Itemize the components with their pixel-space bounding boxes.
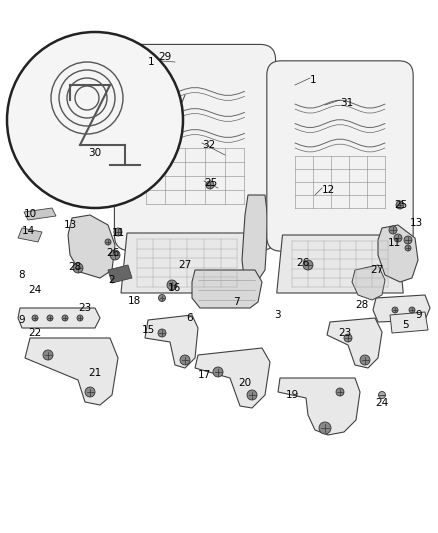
- Text: 28: 28: [68, 262, 81, 272]
- Circle shape: [344, 334, 352, 342]
- Text: 12: 12: [322, 185, 335, 195]
- Circle shape: [32, 315, 38, 321]
- Circle shape: [213, 367, 223, 377]
- Circle shape: [159, 295, 166, 302]
- Text: 15: 15: [142, 325, 155, 335]
- Text: 31: 31: [340, 98, 353, 108]
- Circle shape: [360, 355, 370, 365]
- Text: 25: 25: [204, 178, 217, 188]
- Circle shape: [319, 422, 331, 434]
- Circle shape: [180, 355, 190, 365]
- Text: 2: 2: [108, 275, 115, 285]
- Circle shape: [110, 250, 120, 260]
- Polygon shape: [18, 228, 42, 242]
- Circle shape: [47, 315, 53, 321]
- Text: 32: 32: [202, 140, 215, 150]
- Text: 9: 9: [18, 315, 25, 325]
- Circle shape: [405, 245, 411, 251]
- Circle shape: [167, 280, 177, 290]
- Circle shape: [409, 307, 415, 313]
- Text: 18: 18: [128, 296, 141, 306]
- Polygon shape: [24, 208, 56, 220]
- Text: 1: 1: [148, 57, 155, 67]
- Circle shape: [77, 315, 83, 321]
- Text: 6: 6: [186, 313, 193, 323]
- Circle shape: [73, 263, 83, 273]
- Text: 29: 29: [158, 52, 171, 62]
- Circle shape: [389, 226, 397, 234]
- Circle shape: [114, 162, 126, 174]
- Text: 5: 5: [402, 320, 409, 330]
- Text: 11: 11: [388, 238, 401, 248]
- Polygon shape: [108, 265, 132, 283]
- Circle shape: [303, 260, 313, 270]
- Text: 21: 21: [88, 368, 101, 378]
- Text: 23: 23: [78, 303, 91, 313]
- Polygon shape: [18, 308, 100, 328]
- Text: 13: 13: [410, 218, 423, 228]
- Text: 9: 9: [415, 310, 422, 320]
- Text: 24: 24: [375, 398, 388, 408]
- Circle shape: [43, 350, 53, 360]
- Circle shape: [105, 239, 111, 245]
- Polygon shape: [195, 348, 270, 408]
- Text: 11: 11: [112, 228, 125, 238]
- Circle shape: [396, 201, 404, 209]
- Text: 8: 8: [18, 270, 25, 280]
- Circle shape: [62, 315, 68, 321]
- Text: 7: 7: [233, 297, 240, 307]
- Polygon shape: [373, 295, 430, 322]
- Polygon shape: [68, 215, 115, 278]
- Circle shape: [394, 234, 402, 242]
- Polygon shape: [378, 225, 418, 282]
- Circle shape: [378, 392, 385, 399]
- Circle shape: [158, 329, 166, 337]
- Polygon shape: [390, 312, 428, 333]
- Text: 13: 13: [64, 220, 77, 230]
- Circle shape: [7, 32, 183, 208]
- Circle shape: [206, 181, 214, 189]
- Polygon shape: [242, 195, 268, 285]
- Circle shape: [247, 390, 257, 400]
- Text: 17: 17: [198, 370, 211, 380]
- Polygon shape: [192, 270, 262, 308]
- Polygon shape: [278, 378, 360, 435]
- Text: 14: 14: [22, 226, 35, 236]
- Text: 30: 30: [88, 148, 101, 158]
- Polygon shape: [121, 233, 253, 293]
- Text: 1: 1: [310, 75, 317, 85]
- Text: 27: 27: [370, 265, 383, 275]
- Text: 22: 22: [28, 328, 41, 338]
- Polygon shape: [327, 318, 382, 368]
- Text: 27: 27: [178, 260, 191, 270]
- Polygon shape: [145, 315, 198, 368]
- Circle shape: [85, 387, 95, 397]
- Text: 26: 26: [296, 258, 309, 268]
- Text: 10: 10: [24, 209, 37, 219]
- Circle shape: [114, 228, 122, 236]
- Text: 25: 25: [394, 200, 407, 210]
- Polygon shape: [352, 265, 385, 300]
- Text: 24: 24: [28, 285, 41, 295]
- Polygon shape: [25, 338, 118, 405]
- Circle shape: [336, 388, 344, 396]
- Text: 26: 26: [106, 248, 119, 258]
- Text: 19: 19: [286, 390, 299, 400]
- Text: 3: 3: [274, 310, 281, 320]
- Circle shape: [404, 236, 412, 244]
- Circle shape: [392, 307, 398, 313]
- Text: 16: 16: [168, 283, 181, 293]
- Text: 28: 28: [355, 300, 368, 310]
- FancyBboxPatch shape: [267, 61, 413, 251]
- FancyBboxPatch shape: [114, 44, 276, 251]
- Text: 20: 20: [238, 378, 251, 388]
- Polygon shape: [277, 235, 403, 293]
- Text: 23: 23: [338, 328, 351, 338]
